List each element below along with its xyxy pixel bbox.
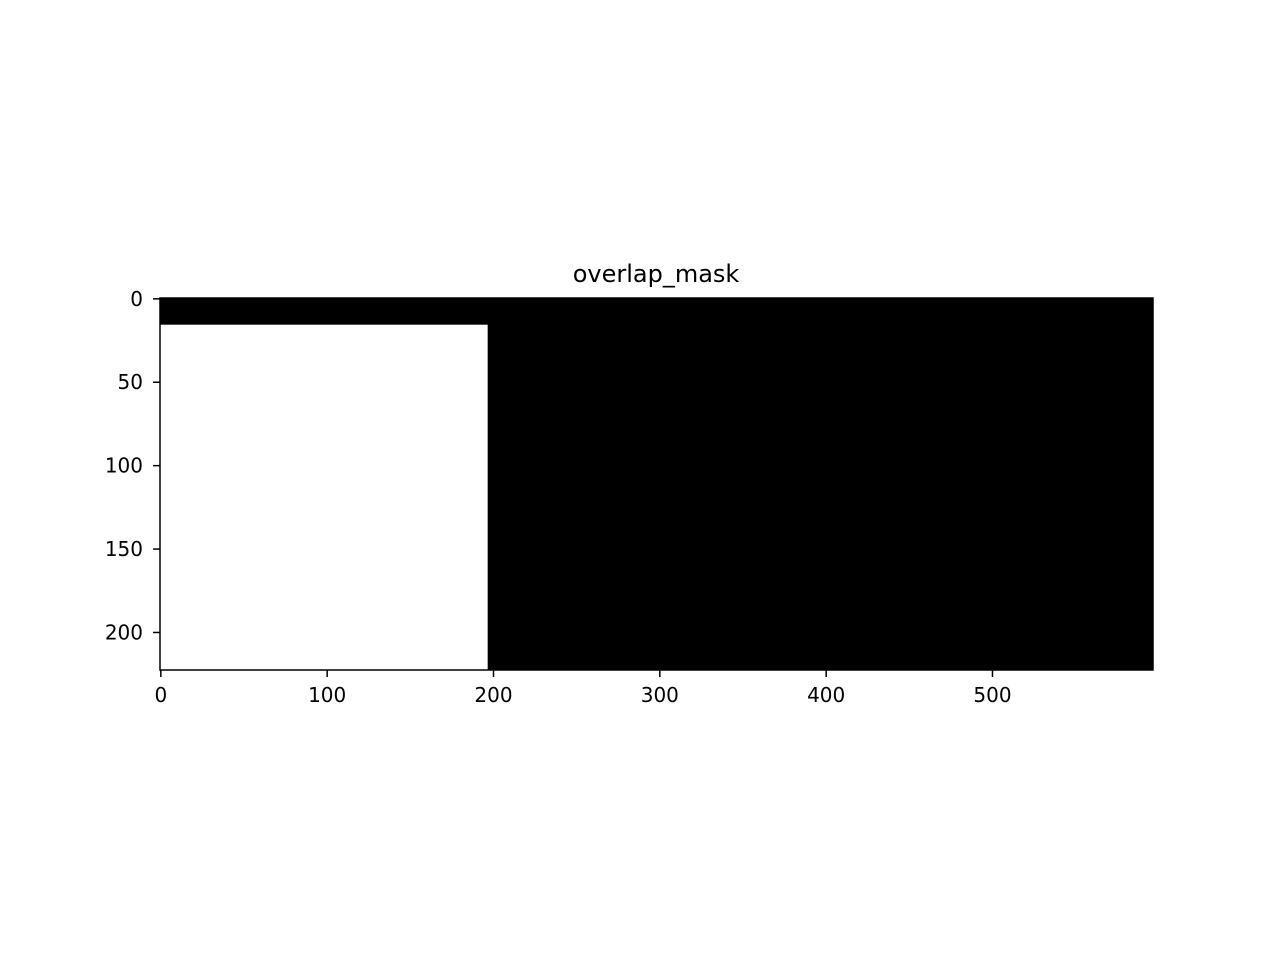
x-tick-label: 500: [973, 683, 1011, 707]
y-tick-label: 200: [105, 620, 143, 644]
y-tick-label: 50: [118, 370, 143, 394]
mask-region-overlap: [160, 324, 488, 670]
x-tick-label: 100: [308, 683, 346, 707]
y-tick-label: 150: [105, 537, 143, 561]
chart-title: overlap_mask: [573, 260, 740, 288]
x-tick-label: 0: [154, 683, 167, 707]
x-tick-label: 200: [474, 683, 512, 707]
axes-frame: [159, 297, 1154, 671]
x-tick-label: 300: [641, 683, 679, 707]
x-tick-label: 400: [807, 683, 845, 707]
y-tick-label: 0: [130, 287, 143, 311]
y-tick-label: 100: [105, 454, 143, 478]
